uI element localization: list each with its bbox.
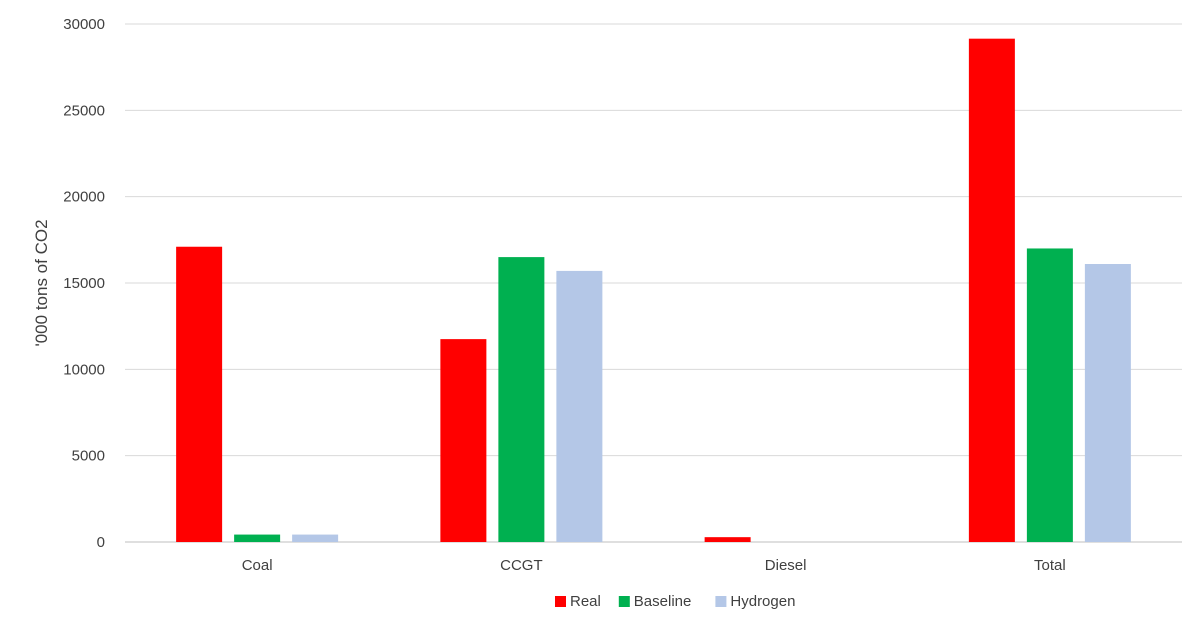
bar-real-ccgt: [440, 339, 487, 542]
y-tick-label: 10000: [63, 361, 105, 378]
legend-swatch-baseline: [618, 596, 630, 607]
legend-label-real: Real: [570, 593, 601, 610]
y-tick-label: 25000: [63, 102, 105, 119]
y-axis-title: '000 tons of CO2: [32, 219, 51, 346]
legend-label-baseline: Baseline: [634, 593, 692, 610]
y-tick-label: 15000: [63, 275, 105, 292]
gridlines: [125, 23, 1182, 543]
y-tick-label: 0: [97, 534, 105, 551]
y-tick-label: 30000: [63, 16, 105, 33]
legend-swatch-real: [555, 596, 566, 607]
bar-real-total: [968, 38, 1015, 542]
y-axis-ticks: 0 5000 10000 15000 20000 25000 30000: [63, 16, 105, 551]
bar-baseline-coal: [234, 534, 281, 542]
x-category-label: Total: [1034, 557, 1066, 574]
x-axis-categories: Coal CCGT Diesel Total: [242, 557, 1066, 574]
legend: Real Baseline Hydrogen: [555, 593, 795, 610]
bar-hydrogen-ccgt: [556, 270, 603, 542]
x-category-label: Diesel: [765, 557, 807, 574]
x-category-label: CCGT: [500, 557, 543, 574]
x-category-label: Coal: [242, 557, 273, 574]
y-tick-label: 20000: [63, 189, 105, 206]
legend-label-hydrogen: Hydrogen: [730, 593, 795, 610]
y-tick-label: 5000: [72, 448, 105, 465]
bar-real-coal: [176, 246, 223, 543]
bar-baseline-total: [1026, 248, 1073, 542]
bar-real-diesel: [704, 537, 751, 542]
bar-hydrogen-total: [1084, 264, 1131, 542]
bar-baseline-ccgt: [498, 257, 545, 542]
bars: [176, 38, 1131, 543]
bar-hydrogen-coal: [292, 534, 339, 542]
legend-swatch-hydrogen: [715, 596, 727, 607]
